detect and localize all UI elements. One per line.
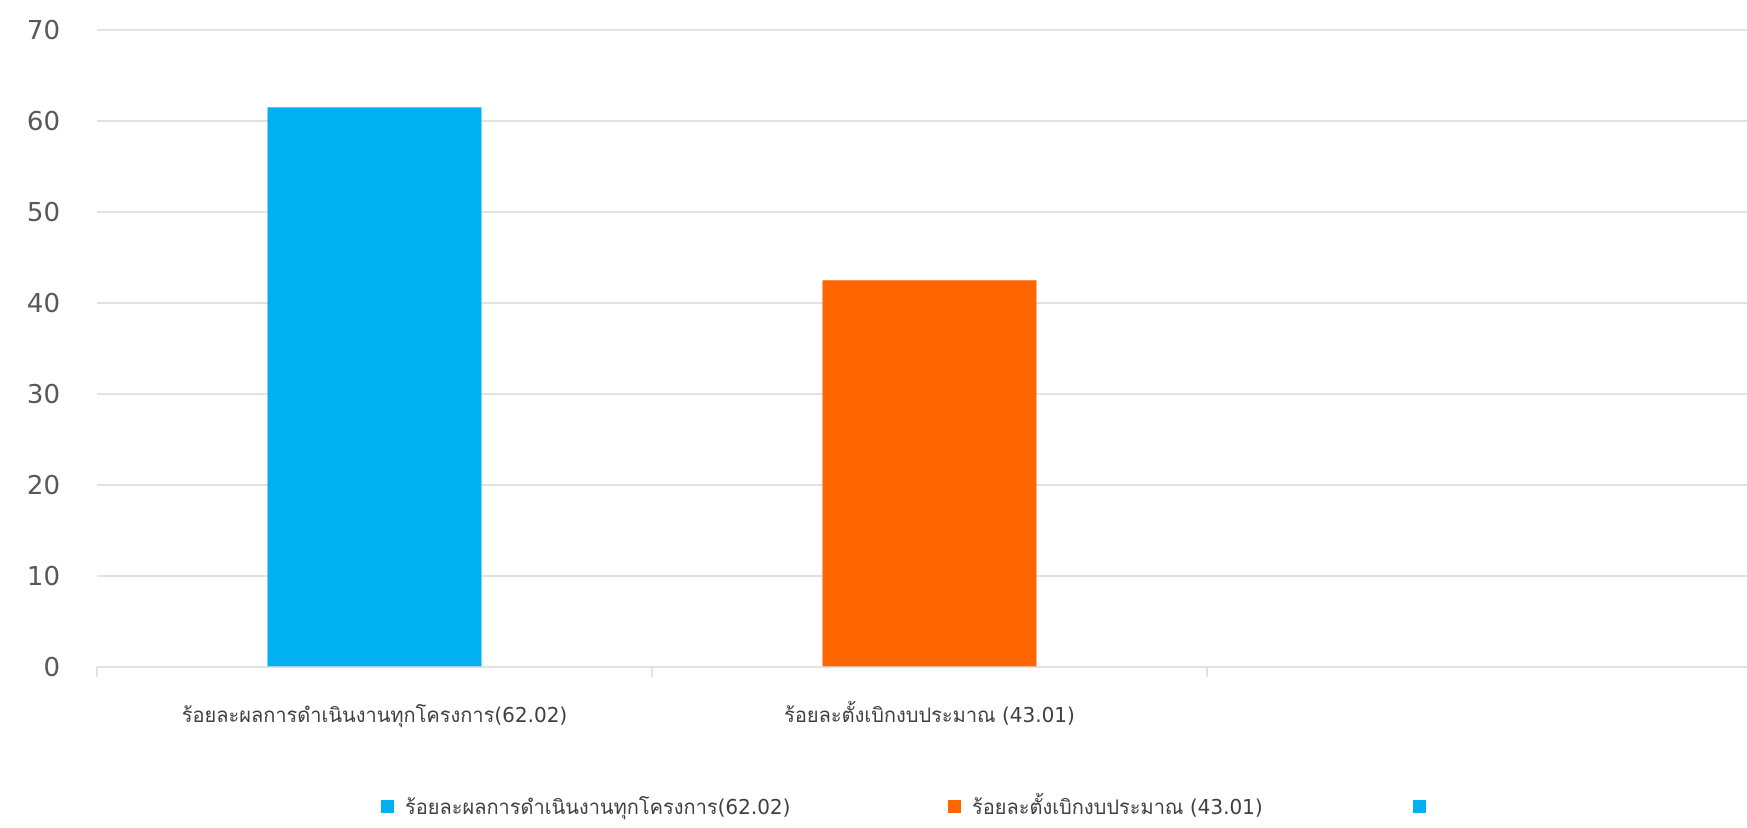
y-tick-label: 70	[27, 16, 60, 46]
y-tick-label: 50	[27, 198, 60, 228]
bar	[822, 280, 1037, 667]
legend-swatch	[381, 800, 394, 813]
legend: ร้อยละผลการดำเนินงานทุกโครงการ(62.02) ร้อ…	[381, 793, 1426, 820]
x-axis	[96, 666, 1747, 677]
y-tick-label: 0	[43, 653, 60, 683]
y-tick-label: 30	[27, 380, 60, 410]
y-tick-label: 60	[27, 107, 60, 137]
category-label: ร้อยละตั้งเบิกงบประมาณ (43.01)	[784, 701, 1075, 727]
y-tick-label: 40	[27, 289, 60, 319]
legend-label: ร้อยละตั้งเบิกงบประมาณ (43.01)	[972, 793, 1263, 819]
legend-swatch	[948, 800, 961, 813]
y-tick-label: 10	[27, 562, 60, 592]
bar	[267, 107, 482, 668]
bars	[267, 107, 1037, 668]
category-labels: ร้อยละผลการดำเนินงานทุกโครงการ(62.02) ร้อ…	[182, 701, 1075, 728]
legend-swatch	[1413, 800, 1426, 813]
legend-label: ร้อยละผลการดำเนินงานทุกโครงการ(62.02)	[405, 795, 790, 820]
category-label: ร้อยละผลการดำเนินงานทุกโครงการ(62.02)	[182, 703, 567, 728]
y-axis-ticks: 0 10 20 30 40 50 60 70	[27, 16, 60, 683]
y-tick-label: 20	[27, 471, 60, 501]
